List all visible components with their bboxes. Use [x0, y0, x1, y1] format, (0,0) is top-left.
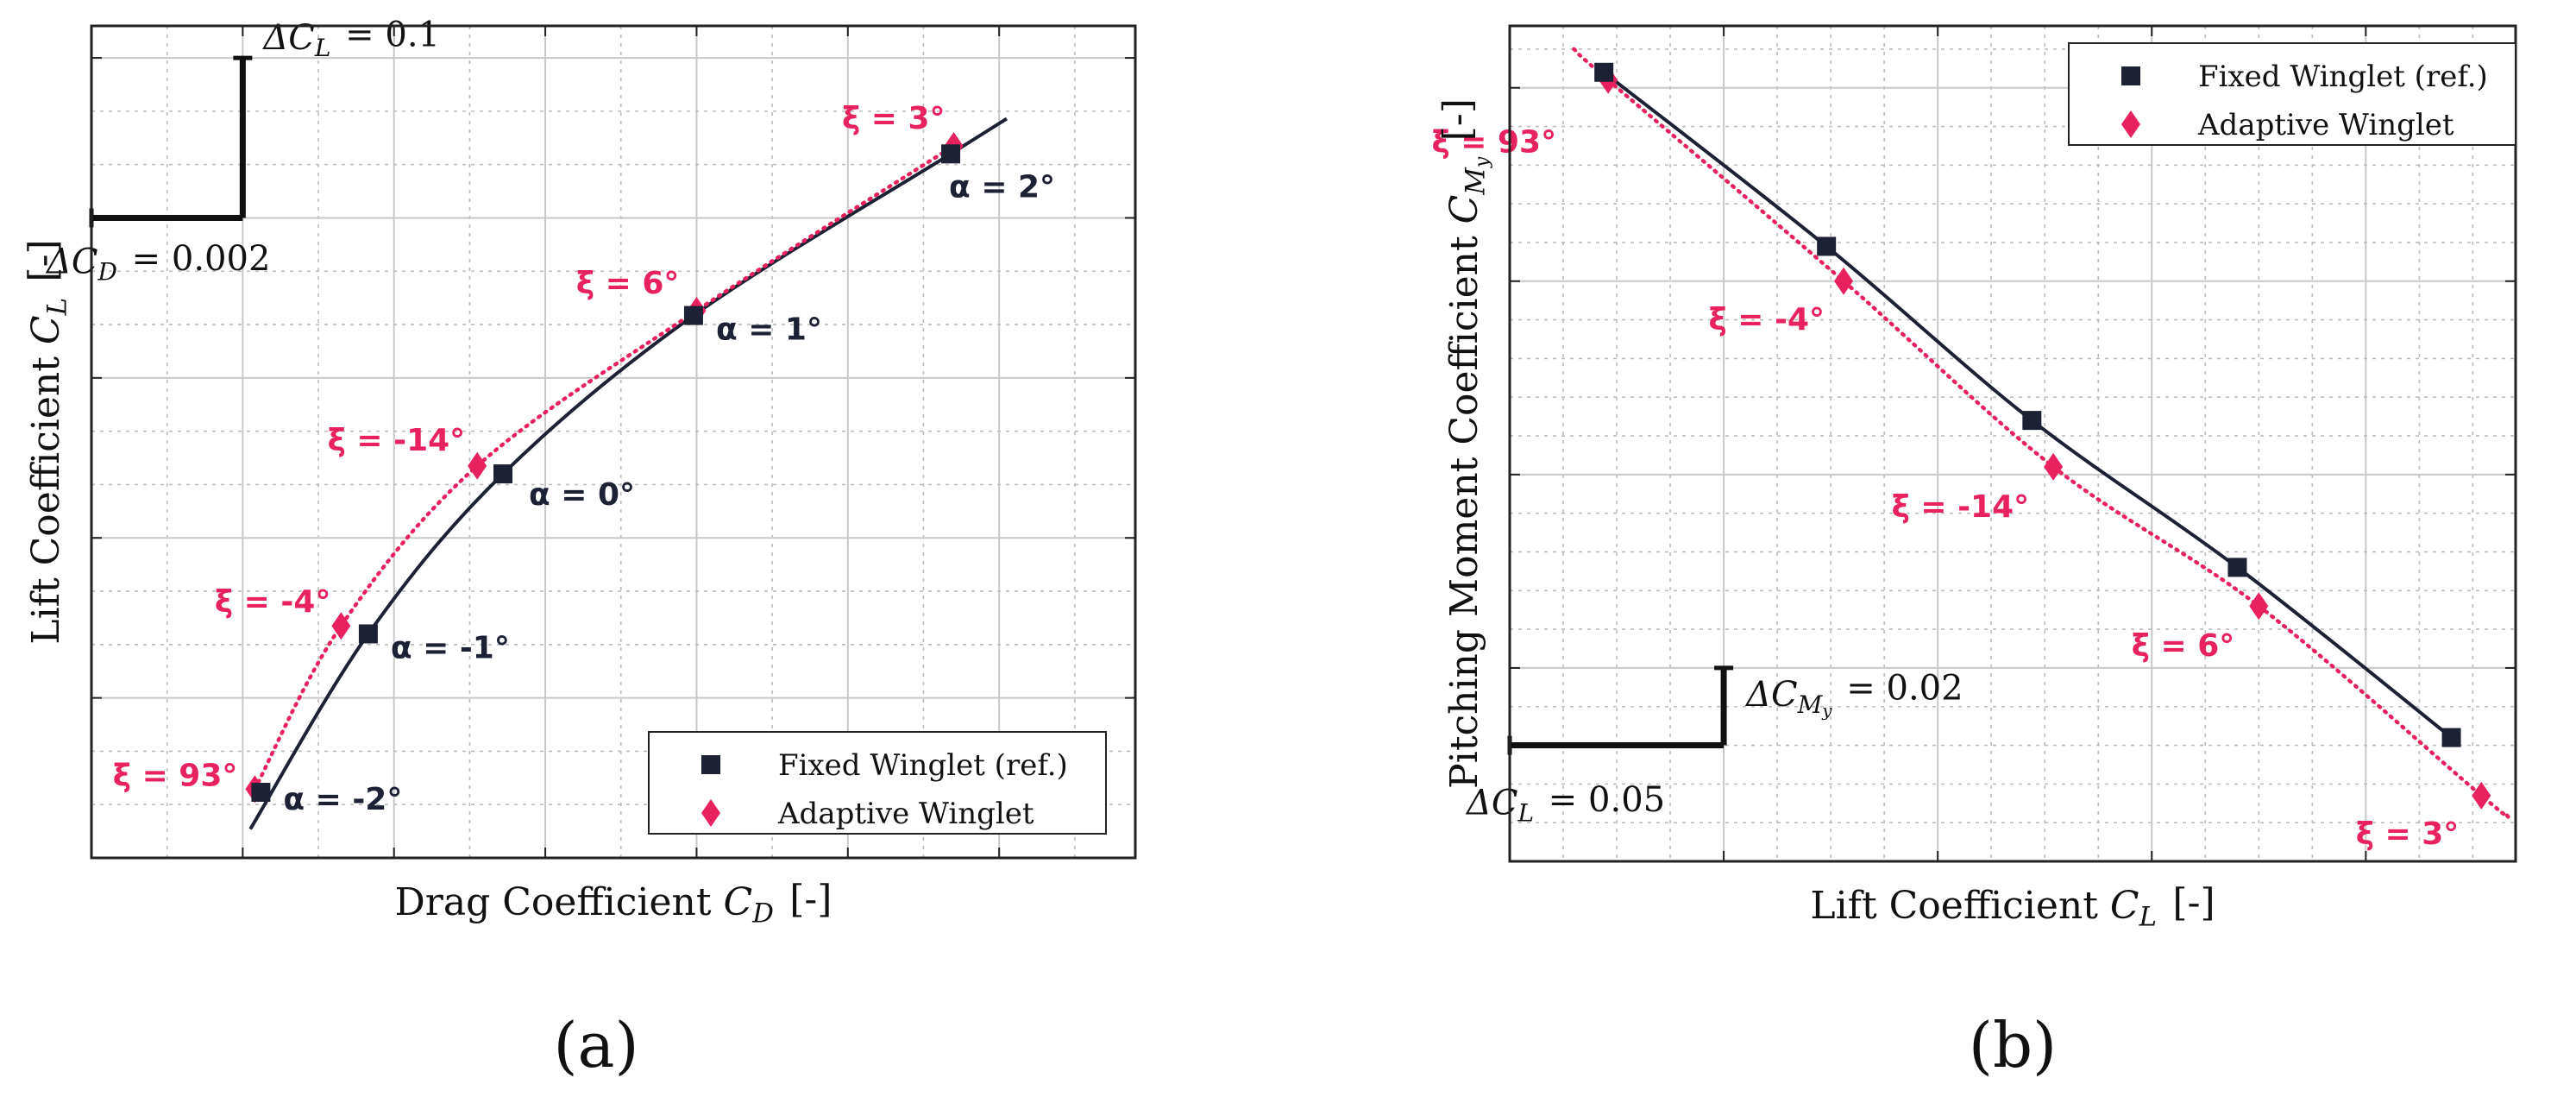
plot-area: [248, 117, 1008, 830]
fixed-winglet-point: [2227, 558, 2247, 577]
alpha-label: α = -2°: [283, 782, 402, 817]
fixed-winglet-point: [2441, 728, 2461, 747]
xi-label: ξ = -14°: [328, 423, 466, 458]
xi-label: ξ = 93°: [113, 758, 238, 793]
legend-diamond-icon: [701, 799, 720, 827]
xi-label: ξ = 6°: [2132, 628, 2235, 664]
legend: Fixed Winglet (ref.) Adaptive Winglet: [2068, 42, 2516, 146]
scale-bar-y-label: ΔCL = 0.1: [261, 16, 440, 62]
scale-bars: ΔCD = 0.002 ΔCL = 0.1: [45, 16, 440, 287]
alpha-label: α = 1°: [716, 312, 822, 348]
legend-box: [648, 731, 1107, 835]
fixed-winglet-point: [1594, 62, 1614, 82]
fixed-winglet-point: [251, 782, 271, 802]
series-line-adaptive-winglet: [1572, 47, 2510, 819]
xi-label: ξ = 6°: [576, 266, 680, 301]
panel-label: (a): [553, 1009, 638, 1081]
chart-b: ξ = 93° ξ = -4° ξ = -14° ξ = 6° ξ = 3° ΔCL = …: [1432, 24, 2517, 1081]
xi-label: ξ = 3°: [842, 101, 946, 136]
fixed-winglet-point: [683, 306, 703, 325]
adaptive-winglet-point: [331, 612, 351, 640]
legend-entry: Fixed Winglet (ref.): [2198, 60, 2488, 94]
plot-frame: [1508, 24, 2517, 863]
adaptive-winglet-point: [2472, 781, 2491, 810]
fixed-winglet-point: [358, 624, 378, 644]
plot-frame: [90, 24, 1137, 860]
y-axis-label: Lift Coefficient CL [-]: [21, 239, 72, 644]
legend-entry: Adaptive Winglet: [2197, 108, 2454, 142]
fixed-winglet-point: [1817, 236, 1837, 256]
alpha-label: α = -1°: [391, 630, 510, 665]
adaptive-winglet-point: [2249, 592, 2269, 621]
xi-label: ξ = -4°: [215, 584, 331, 620]
plot-area: [1572, 47, 2510, 819]
legend: Fixed Winglet (ref.) Adaptive Winglet: [648, 731, 1107, 835]
fixed-winglet-point: [493, 464, 512, 484]
adaptive-winglet-point: [1834, 267, 1854, 295]
scale-bars: ΔCL = 0.05 ΔCMy = 0.02: [1465, 665, 1963, 827]
scale-bar-x-label: ΔCD = 0.002: [45, 239, 270, 286]
adaptive-winglet-point: [468, 451, 487, 480]
series-line-fixed-winglet: [248, 117, 1008, 830]
alpha-label: α = 2°: [949, 169, 1055, 205]
xi-label: ξ = 93°: [1432, 125, 1557, 161]
xi-label: ξ = 3°: [2356, 816, 2460, 852]
grid: [91, 26, 1135, 858]
chart-a: α = -2° α = -1° α = 0° α = 1° α = 2° ξ = 93° ξ…: [21, 16, 1137, 1081]
fixed-winglet-point: [941, 144, 961, 164]
panel-label: (b): [1969, 1009, 2057, 1081]
scale-bar-y-label: ΔCMy = 0.02: [1744, 669, 1963, 721]
series-line-fixed-winglet: [1602, 71, 2453, 740]
y-axis-label: Pitching Moment Coefficient CMy [-]: [1436, 98, 1493, 789]
scale-bar-x-label: ΔCL = 0.05: [1465, 780, 1665, 827]
grid: [1510, 26, 2516, 861]
fixed-winglet-point: [2022, 411, 2042, 431]
series-line-adaptive-winglet: [253, 143, 956, 791]
legend-square-icon: [701, 755, 720, 774]
xi-label: ξ = -4°: [1709, 302, 1825, 337]
legend-entry: Adaptive Winglet: [777, 797, 1034, 831]
legend-box: [2068, 42, 2516, 146]
legend-entry: Fixed Winglet (ref.): [778, 748, 1068, 783]
x-axis-label: Lift Coefficient CL [-]: [1810, 880, 2215, 932]
xi-label: ξ = -14°: [1892, 489, 2030, 525]
adaptive-winglet-point: [2044, 452, 2064, 481]
legend-diamond-icon: [2121, 110, 2140, 138]
legend-square-icon: [2121, 66, 2140, 85]
alpha-label: α = 0°: [529, 477, 635, 513]
x-axis-label: Drag Coefficient CD [-]: [395, 877, 832, 929]
